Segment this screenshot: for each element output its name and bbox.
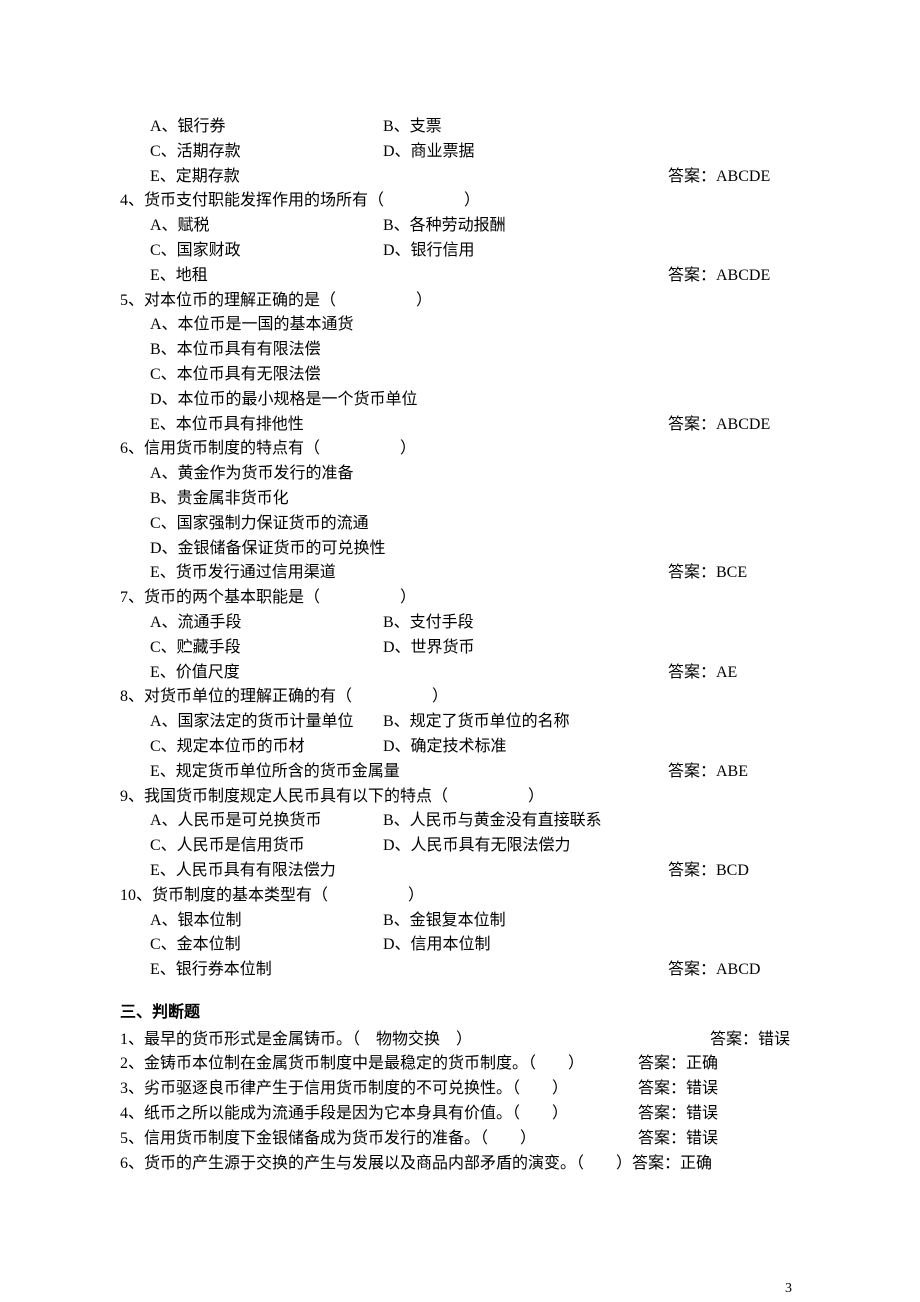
q8-stem: 8、对货币单位的理解正确的有（ ） — [120, 685, 800, 710]
q8-opt-c: C、规定本位币的币材 — [150, 735, 383, 760]
q4-opt-a: A、赋税 — [150, 214, 383, 239]
tf2-answer: 答案：正确 — [638, 1052, 718, 1077]
q5-opt-c: C、本位币具有无限法偿 — [120, 363, 800, 388]
tf6-answer: 答案：正确 — [632, 1152, 712, 1177]
tf5-answer: 答案：错误 — [638, 1127, 718, 1152]
tf6-row: 6、货币的产生源于交换的产生与发展以及商品内部矛盾的演变。（ ） 答案：正确 — [120, 1152, 800, 1177]
q5-stem: 5、对本位币的理解正确的是（ ） — [120, 289, 800, 314]
q6-stem: 6、信用货币制度的特点有（ ） — [120, 437, 800, 462]
q10-opt-b: B、金银复本位制 — [383, 909, 506, 934]
q6-opt-d: D、金银储备保证货币的可兑换性 — [120, 537, 800, 562]
q4-row-e: E、地租 答案：ABCDE — [120, 264, 800, 289]
q8-opt-a: A、国家法定的货币计量单位 — [150, 710, 383, 735]
q7-opt-b: B、支付手段 — [383, 611, 474, 636]
q7-opt-a: A、流通手段 — [150, 611, 383, 636]
q6-answer: 答案：BCE — [668, 561, 747, 586]
q8-opt-b: B、规定了货币单位的名称 — [383, 710, 570, 735]
q3-opt-b: B、支票 — [383, 115, 442, 140]
q5-opt-d: D、本位币的最小规格是一个货币单位 — [120, 388, 800, 413]
q3-answer: 答案：ABCDE — [668, 165, 770, 190]
q5-opt-e: E、本位币具有排他性 — [120, 413, 668, 438]
q8-opt-e: E、规定货币单位所含的货币金属量 — [120, 760, 668, 785]
q7-row-cd: C、贮藏手段 D、世界货币 — [120, 636, 800, 661]
q3-row-ab: A、银行券 B、支票 — [120, 115, 800, 140]
q6-opt-e: E、货币发行通过信用渠道 — [120, 561, 668, 586]
q10-row-cd: C、金本位制 D、信用本位制 — [120, 933, 800, 958]
q9-stem: 9、我国货币制度规定人民币具有以下的特点（ ） — [120, 785, 800, 810]
q5-answer: 答案：ABCDE — [668, 413, 770, 438]
q8-opt-d: D、确定技术标准 — [383, 735, 507, 760]
q3-opt-d: D、商业票据 — [383, 140, 475, 165]
tf5-row: 5、信用货币制度下金银储备成为货币发行的准备。（ ） 答案：错误 — [120, 1127, 800, 1152]
q10-stem: 10、货币制度的基本类型有（ ） — [120, 884, 800, 909]
q10-row-e: E、银行券本位制 答案：ABCD — [120, 958, 800, 983]
q3-opt-e: E、定期存款 — [120, 165, 668, 190]
q8-answer: 答案：ABE — [668, 760, 748, 785]
q9-opt-b: B、人民币与黄金没有直接联系 — [383, 809, 602, 834]
q7-stem: 7、货币的两个基本职能是（ ） — [120, 586, 800, 611]
q9-opt-d: D、人民币具有无限法偿力 — [383, 834, 571, 859]
q4-opt-e: E、地租 — [120, 264, 668, 289]
tf2-row: 2、金铸币本位制在金属货币制度中是最稳定的货币制度。（ ） 答案：正确 — [120, 1052, 800, 1077]
tf4-row: 4、纸币之所以能成为流通手段是因为它本身具有价值。（ ） 答案：错误 — [120, 1102, 800, 1127]
q3-opt-a: A、银行券 — [150, 115, 383, 140]
q4-opt-b: B、各种劳动报酬 — [383, 214, 506, 239]
tf4-answer: 答案：错误 — [638, 1102, 718, 1127]
q6-opt-b: B、贵金属非货币化 — [120, 487, 800, 512]
q7-answer: 答案：AE — [668, 661, 737, 686]
q5-row-e: E、本位币具有排他性 答案：ABCDE — [120, 413, 800, 438]
q9-opt-e: E、人民币具有有限法偿力 — [120, 859, 668, 884]
tf2-stem: 2、金铸币本位制在金属货币制度中是最稳定的货币制度。（ ） — [120, 1052, 638, 1077]
q5-opt-b: B、本位币具有有限法偿 — [120, 338, 800, 363]
q3-row-cd: C、活期存款 D、商业票据 — [120, 140, 800, 165]
tf1-answer: 答案：错误 — [710, 1028, 790, 1053]
q4-opt-c: C、国家财政 — [150, 239, 383, 264]
page-number: 3 — [0, 1281, 920, 1297]
q9-row-e: E、人民币具有有限法偿力 答案：BCD — [120, 859, 800, 884]
q3-row-e: E、定期存款 答案：ABCDE — [120, 165, 800, 190]
q9-opt-a: A、人民币是可兑换货币 — [150, 809, 383, 834]
q4-row-cd: C、国家财政 D、银行信用 — [120, 239, 800, 264]
q9-row-ab: A、人民币是可兑换货币 B、人民币与黄金没有直接联系 — [120, 809, 800, 834]
q6-opt-c: C、国家强制力保证货币的流通 — [120, 512, 800, 537]
q7-row-ab: A、流通手段 B、支付手段 — [120, 611, 800, 636]
q7-opt-e: E、价值尺度 — [120, 661, 668, 686]
q3-opt-c: C、活期存款 — [150, 140, 383, 165]
q9-row-cd: C、人民币是信用货币 D、人民币具有无限法偿力 — [120, 834, 800, 859]
tf5-stem: 5、信用货币制度下金银储备成为货币发行的准备。（ ） — [120, 1127, 638, 1152]
q8-row-cd: C、规定本位币的币材 D、确定技术标准 — [120, 735, 800, 760]
tf3-stem: 3、劣币驱逐良币律产生于信用货币制度的不可兑换性。（ ） — [120, 1077, 638, 1102]
q8-row-e: E、规定货币单位所含的货币金属量 答案：ABE — [120, 760, 800, 785]
q10-row-ab: A、银本位制 B、金银复本位制 — [120, 909, 800, 934]
q10-opt-d: D、信用本位制 — [383, 933, 491, 958]
q7-opt-c: C、贮藏手段 — [150, 636, 383, 661]
q6-row-e: E、货币发行通过信用渠道 答案：BCE — [120, 561, 800, 586]
q10-opt-a: A、银本位制 — [150, 909, 383, 934]
q4-row-ab: A、赋税 B、各种劳动报酬 — [120, 214, 800, 239]
q8-row-ab: A、国家法定的货币计量单位 B、规定了货币单位的名称 — [120, 710, 800, 735]
section3-title: 三、判断题 — [120, 1001, 800, 1026]
q10-opt-c: C、金本位制 — [150, 933, 383, 958]
document-page: A、银行券 B、支票 C、活期存款 D、商业票据 E、定期存款 答案：ABCDE… — [0, 0, 920, 1236]
q10-opt-e: E、银行券本位制 — [120, 958, 668, 983]
q4-opt-d: D、银行信用 — [383, 239, 475, 264]
tf6-stem: 6、货币的产生源于交换的产生与发展以及商品内部矛盾的演变。（ ） — [120, 1152, 632, 1177]
q4-answer: 答案：ABCDE — [668, 264, 770, 289]
tf1-row: 1、最早的货币形式是金属铸币。（ 物物交换 ） 答案：错误 — [120, 1028, 800, 1053]
q6-opt-a: A、黄金作为货币发行的准备 — [120, 462, 800, 487]
tf1-stem: 1、最早的货币形式是金属铸币。（ 物物交换 ） — [120, 1028, 710, 1053]
tf4-stem: 4、纸币之所以能成为流通手段是因为它本身具有价值。（ ） — [120, 1102, 638, 1127]
tf3-answer: 答案：错误 — [638, 1077, 718, 1102]
q9-answer: 答案：BCD — [668, 859, 749, 884]
q4-stem: 4、货币支付职能发挥作用的场所有（ ） — [120, 189, 800, 214]
q7-opt-d: D、世界货币 — [383, 636, 475, 661]
tf3-row: 3、劣币驱逐良币律产生于信用货币制度的不可兑换性。（ ） 答案：错误 — [120, 1077, 800, 1102]
q7-row-e: E、价值尺度 答案：AE — [120, 661, 800, 686]
q10-answer: 答案：ABCD — [668, 958, 760, 983]
q9-opt-c: C、人民币是信用货币 — [150, 834, 383, 859]
q5-opt-a: A、本位币是一国的基本通货 — [120, 313, 800, 338]
